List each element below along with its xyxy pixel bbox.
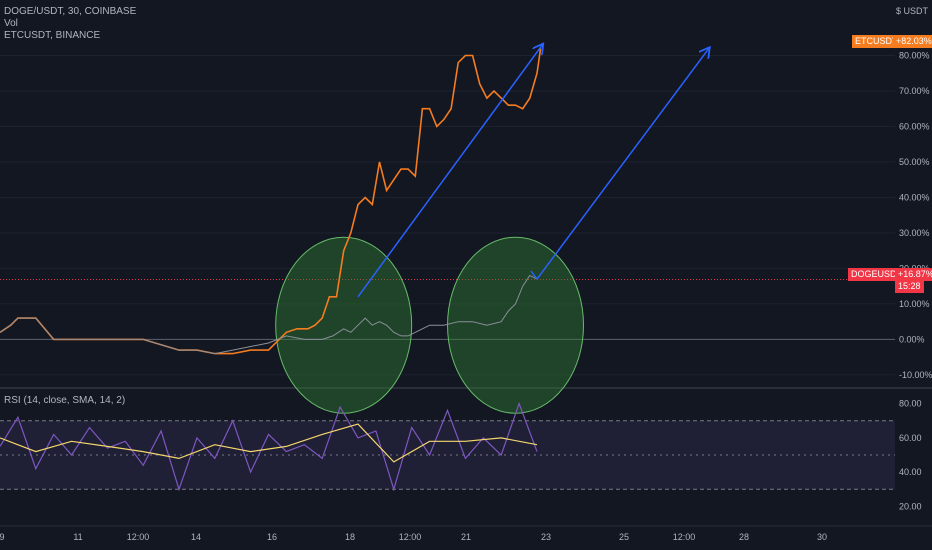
rsi-line (0, 401, 538, 492)
price-tick-label: 50.00% (899, 157, 930, 167)
doge-symbol-badge: DOGEUSDT (848, 268, 906, 281)
doge-overlay (530, 270, 538, 280)
time-tick-label: 21 (461, 532, 471, 542)
price-tick-label: 30.00% (899, 228, 930, 238)
rsi-band-fill (0, 420, 895, 490)
price-tick-label: 10.00% (899, 299, 930, 309)
legend-rsi[interactable]: RSI (14, close, SMA, 14, 2) (4, 395, 126, 406)
time-tick-label: 30 (817, 532, 827, 542)
time-tick-label: 23 (541, 532, 551, 542)
doge-value-badge: +16.87% (895, 268, 932, 281)
rsi-pane (0, 401, 895, 492)
highlight-circles (275, 236, 585, 414)
price-tick-label: 40.00% (899, 192, 930, 202)
trend-arrow[interactable] (536, 48, 709, 280)
rsi-tick-label: 60.00 (899, 433, 922, 443)
legend-compare-symbol[interactable]: ETCUSDT, BINANCE (4, 30, 101, 41)
rsi-tick-label: 80.00 (899, 399, 922, 409)
rsi-tick-label: 20.00 (899, 501, 922, 511)
time-tick-label: 25 (619, 532, 629, 542)
price-tick-label: 80.00% (899, 50, 930, 60)
time-tick-label: 18 (345, 532, 355, 542)
etc-value-badge: +82.03% (893, 35, 932, 48)
grid-lines (0, 54, 932, 389)
legend-volume[interactable]: Vol (4, 18, 18, 29)
highlight-circle (447, 236, 585, 414)
time-tick-label: 14 (191, 532, 201, 542)
rsi-tick-label: 40.00 (899, 467, 922, 477)
rsi-legend: RSI (14, close, SMA, 14, 2) (4, 395, 125, 407)
time-tick-label: 12:00 (399, 532, 422, 542)
price-tick-label: 60.00% (899, 121, 930, 131)
time-tick-label: 9 (0, 532, 5, 542)
trend-arrow[interactable] (357, 45, 542, 298)
highlight-circle (275, 236, 413, 414)
time-tick-label: 12:00 (673, 532, 696, 542)
price-axis-unit: $ USDT (895, 6, 928, 16)
time-tick-label: 11 (73, 532, 82, 542)
time-tick-label: 12:00 (127, 532, 150, 542)
price-series (0, 48, 542, 355)
time-tick-label: 16 (267, 532, 277, 542)
price-tick-label: -10.00% (899, 370, 932, 380)
trend-arrows (357, 45, 709, 298)
chart-legend: DOGE/USDT, 30, COINBASE Vol ETCUSDT, BIN… (4, 6, 136, 42)
price-tick-label: 70.00% (899, 86, 930, 96)
doge-timer-badge: 15:28 (895, 280, 924, 293)
rsi_ma-line (0, 423, 538, 463)
doge-series-line (0, 274, 538, 355)
price-tick-label: 0.00% (899, 334, 925, 344)
rsi-axis: 80.00 60.00 40.00 20.00 (899, 399, 922, 512)
etc-symbol-badge: ETCUSDT (852, 35, 901, 48)
time-tick-label: 28 (739, 532, 749, 542)
legend-main-symbol[interactable]: DOGE/USDT, 30, COINBASE (4, 6, 137, 17)
time-axis: 9 11 12:00 14 16 18 12:00 21 23 25 12:00 28 30 (0, 525, 932, 542)
